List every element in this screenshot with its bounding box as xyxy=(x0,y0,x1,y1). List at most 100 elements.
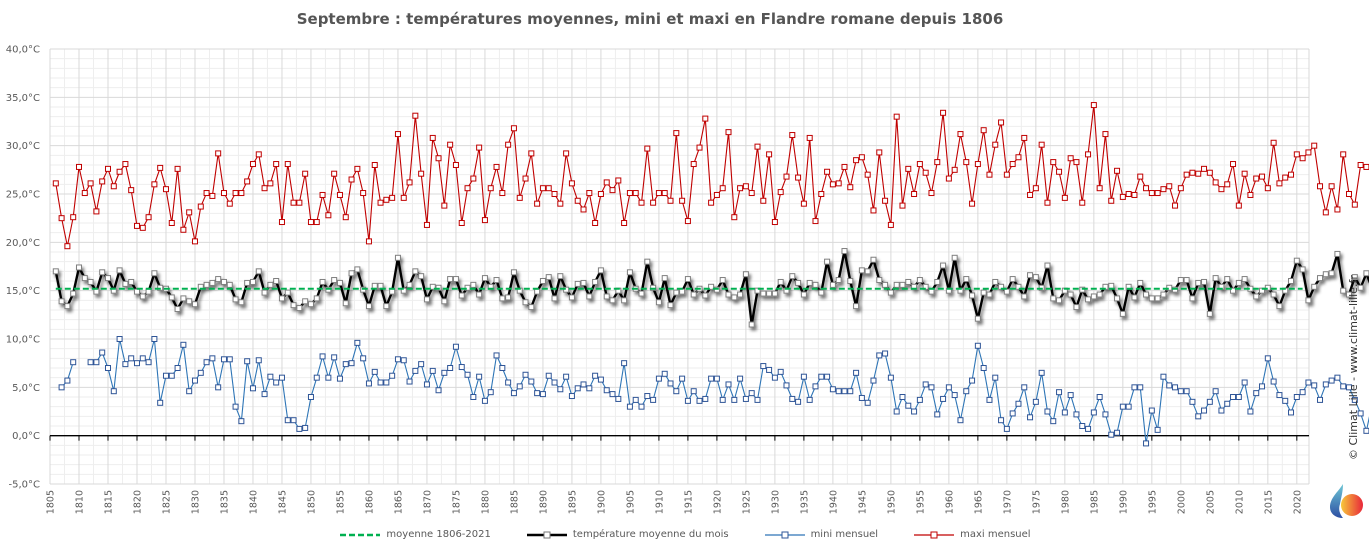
maxi-point xyxy=(1114,167,1121,174)
mini-point xyxy=(168,372,175,379)
y-tick-label: 35,0°C xyxy=(6,93,40,104)
x-tick-label: 2020 xyxy=(1292,490,1303,514)
x-tick-label: 1835 xyxy=(219,490,230,514)
maxi-point xyxy=(1183,171,1190,178)
maxi-point xyxy=(754,143,761,150)
mini-point xyxy=(157,399,164,406)
mini-point xyxy=(418,361,425,368)
maxi-point xyxy=(632,190,639,197)
mini-point xyxy=(1282,397,1289,404)
mini-point xyxy=(922,381,929,388)
mini-point xyxy=(539,391,546,398)
maxi-point xyxy=(586,190,593,197)
maxi-point xyxy=(307,219,314,226)
maxi-point xyxy=(1334,206,1341,213)
maxi-point xyxy=(928,190,935,197)
maxi-point xyxy=(806,134,813,141)
mini-point xyxy=(632,396,639,403)
mini-point xyxy=(93,359,100,366)
mean-point xyxy=(737,291,744,298)
maxi-point xyxy=(447,141,454,148)
mean-point xyxy=(389,288,396,295)
mean-point xyxy=(708,283,715,290)
mini-point xyxy=(284,417,291,424)
legend-item-min[interactable]: mini mensuel xyxy=(763,529,878,540)
mini-point xyxy=(1067,392,1074,399)
maxi-point xyxy=(75,163,82,170)
x-tick-label: 1880 xyxy=(480,490,491,514)
dashed-line-icon xyxy=(340,533,381,536)
legend-item-average[interactable]: moyenne 1806-2021 xyxy=(338,529,491,540)
mini-point xyxy=(684,397,691,404)
y-tick-label: -5,0°C xyxy=(9,480,41,491)
mini-point xyxy=(110,388,117,395)
maxi-point xyxy=(400,194,407,201)
mean-point xyxy=(829,281,836,288)
maxi-point xyxy=(957,131,964,138)
legend-item-max[interactable]: maxi mensuel xyxy=(912,529,1031,540)
legend-label: maxi mensuel xyxy=(960,529,1031,540)
mini-point xyxy=(1056,389,1063,396)
x-tick-label: 1870 xyxy=(422,490,433,514)
maxi-point xyxy=(476,144,483,151)
mean-point xyxy=(493,277,500,284)
maxi-point xyxy=(505,141,512,148)
mean-point xyxy=(1044,262,1051,269)
mini-point xyxy=(1050,418,1057,425)
mini-point xyxy=(615,395,622,402)
mean-point xyxy=(232,296,239,303)
mean-point xyxy=(267,281,274,288)
mini-point xyxy=(574,385,581,392)
maxi-point xyxy=(238,190,245,197)
maxi-point xyxy=(1137,173,1144,180)
maxi-point xyxy=(644,145,651,152)
mean-point xyxy=(592,278,599,285)
legend-item-mean-temp[interactable]: température moyenne du mois xyxy=(525,529,729,540)
maxi-point xyxy=(1096,185,1103,192)
mini-point xyxy=(133,360,140,367)
mini-point xyxy=(383,379,390,386)
x-tick-label: 1805 xyxy=(46,490,57,514)
maxi-point xyxy=(1206,169,1213,176)
mean-point xyxy=(841,248,848,255)
maxi-point xyxy=(945,175,952,182)
mini-point xyxy=(1160,373,1167,380)
mini-point xyxy=(974,342,981,349)
maxi-point xyxy=(1288,171,1295,178)
maxi-point xyxy=(481,217,488,224)
mean-point xyxy=(1067,291,1074,298)
mean-point xyxy=(789,273,796,280)
mini-point xyxy=(650,396,657,403)
mini-point xyxy=(377,379,384,386)
maxi-point xyxy=(104,165,111,172)
maxi-point xyxy=(528,150,535,157)
mini-point xyxy=(1154,426,1161,433)
maxi-point xyxy=(1061,194,1068,201)
mean-point xyxy=(313,295,320,302)
mean-point xyxy=(882,281,889,288)
mean-point xyxy=(365,303,372,310)
mini-point xyxy=(1346,384,1353,391)
mean-point xyxy=(858,267,865,274)
maxi-point xyxy=(621,220,628,226)
maxi-point xyxy=(766,151,773,158)
mean-point xyxy=(174,306,181,313)
maxi-point xyxy=(795,174,802,181)
mean-point xyxy=(441,298,448,305)
x-tick-label: 1905 xyxy=(625,490,636,514)
maxi-point xyxy=(64,243,71,250)
mini-point xyxy=(916,396,923,403)
maxi-point xyxy=(52,180,59,187)
mean-point xyxy=(1201,278,1208,285)
maxi-point xyxy=(690,161,697,168)
maxi-point xyxy=(1143,185,1150,192)
mean-point xyxy=(406,281,413,288)
mean-point xyxy=(731,294,738,301)
maxi-point xyxy=(1322,209,1329,216)
maxi-point xyxy=(679,197,686,204)
mini-point xyxy=(441,369,448,376)
mean-point xyxy=(876,277,883,284)
mean-point xyxy=(418,273,425,280)
x-tick-label: 1985 xyxy=(1089,490,1100,514)
